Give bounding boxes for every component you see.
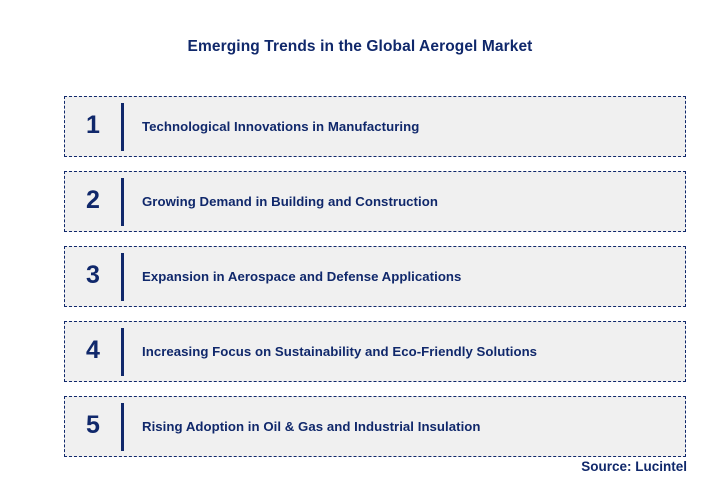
- trend-card-5[interactable]: 5 Rising Adoption in Oil & Gas and Indus…: [64, 396, 686, 457]
- trend-card-1[interactable]: 1 Technological Innovations in Manufactu…: [64, 96, 686, 157]
- trend-label: Increasing Focus on Sustainability and E…: [142, 344, 538, 359]
- trend-card-3[interactable]: 3 Expansion in Aerospace and Defense App…: [64, 246, 686, 307]
- page-title: Emerging Trends in the Global Aerogel Ma…: [187, 38, 533, 55]
- trend-number: 4: [86, 336, 100, 364]
- trend-label: Expansion in Aerospace and Defense Appli…: [142, 269, 462, 284]
- trend-number: 2: [86, 186, 100, 214]
- trend-label: Rising Adoption in Oil & Gas and Industr…: [142, 419, 481, 434]
- trend-label: Technological Innovations in Manufacturi…: [142, 119, 420, 134]
- trend-card-4[interactable]: 4 Increasing Focus on Sustainability and…: [64, 321, 686, 382]
- source-note: Source: Lucintel: [581, 459, 687, 474]
- trend-number: 5: [86, 411, 100, 439]
- vertical-divider: [121, 102, 124, 151]
- trend-number: 1: [86, 111, 100, 139]
- trend-number: 3: [86, 261, 100, 289]
- vertical-divider: [121, 252, 124, 301]
- vertical-divider: [121, 402, 124, 451]
- vertical-divider: [121, 327, 124, 376]
- vertical-divider: [121, 177, 124, 226]
- trend-label: Growing Demand in Building and Construct…: [142, 194, 438, 209]
- trend-card-2[interactable]: 2 Growing Demand in Building and Constru…: [64, 171, 686, 232]
- trend-list: 1 Technological Innovations in Manufactu…: [64, 96, 686, 457]
